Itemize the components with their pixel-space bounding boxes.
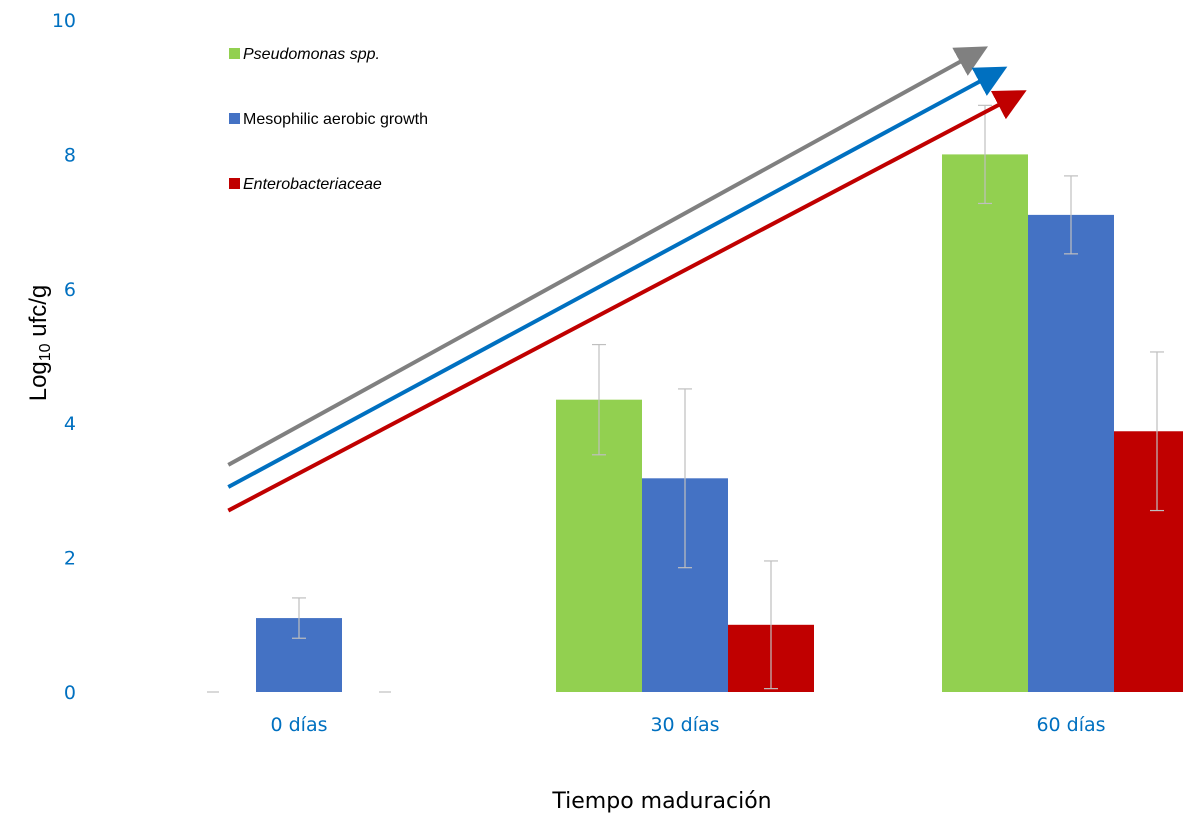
bar [1028,214,1114,692]
trend-arrow [227,66,1008,489]
y-axis-label-log: Log [25,361,52,401]
y-tick-label: 4 [64,413,76,435]
legend: Pseudomonas spp. Mesophilic aerobic growt… [229,46,428,193]
y-axis-label-subscript: 10 [37,343,54,361]
x-tick-label: 0 días [270,714,327,736]
x-tick-label: 60 días [1036,714,1105,736]
error-bars [292,104,1164,690]
y-tick-label: 8 [64,144,76,166]
x-tick-label: 30 días [650,714,719,736]
legend-entry: Enterobacteriaceae [243,176,382,193]
y-tick-label: 2 [64,548,76,570]
y-axis-label-unit: ufc/g [25,285,52,344]
y-axis-ticks: 0 2 4 6 8 10 [52,10,76,704]
trend-arrows [227,46,1027,513]
bar [1114,431,1183,692]
legend-entry: Pseudomonas spp. [243,46,380,63]
y-tick-label: 6 [64,279,76,301]
legend-swatch [229,178,240,189]
legend-swatch [229,113,240,124]
x-axis-ticks: 0 días 30 días 60 días [270,714,1105,736]
legend-entry: Mesophilic aerobic growth [243,111,428,128]
x-axis-label: Tiempo maduración [551,789,771,814]
legend-swatch [229,48,240,59]
trend-arrow [227,46,989,467]
bar [942,154,1028,692]
y-axis-label: Log10 ufc/g [25,285,54,402]
y-tick-label: 0 [64,682,76,704]
y-tick-label: 10 [52,10,76,32]
trend-arrow [227,90,1027,513]
